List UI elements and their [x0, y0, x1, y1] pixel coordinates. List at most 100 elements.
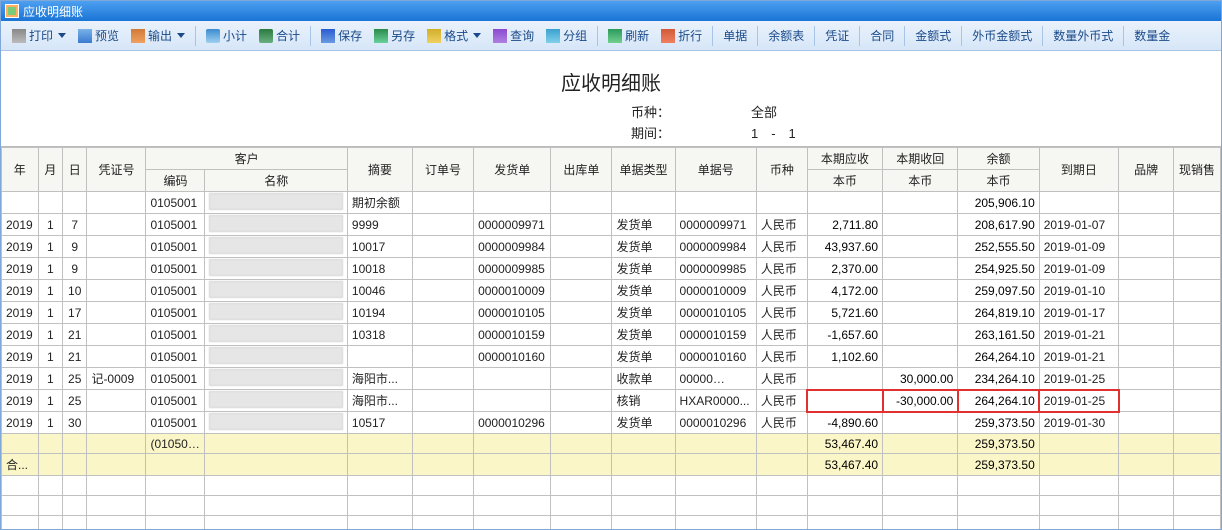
cell-billtype[interactable]: 发货单 — [612, 280, 675, 302]
cell-voucher[interactable] — [87, 236, 146, 258]
cell-order[interactable] — [413, 214, 474, 236]
export-button[interactable]: 输出 — [126, 25, 190, 46]
cell-currency[interactable]: 人民币 — [756, 258, 807, 280]
cell-month[interactable]: 1 — [38, 280, 62, 302]
cell-month[interactable]: 1 — [38, 214, 62, 236]
format-button[interactable]: 格式 — [422, 25, 486, 46]
cell-currency[interactable]: 人民币 — [756, 214, 807, 236]
cell-summary[interactable]: 海阳市... — [347, 368, 412, 390]
cell-day[interactable] — [63, 192, 87, 214]
cell-year[interactable]: 2019 — [2, 236, 39, 258]
cell-cust-name[interactable] — [205, 412, 347, 434]
cell-cust-name[interactable] — [205, 258, 347, 280]
cell-balance[interactable]: 254,925.50 — [958, 258, 1039, 280]
cell-year[interactable]: 2019 — [2, 412, 39, 434]
cell-duedate[interactable]: 2019-01-09 — [1039, 236, 1118, 258]
cell-currency[interactable]: 人民币 — [756, 302, 807, 324]
cell-billtype[interactable]: 发货单 — [612, 302, 675, 324]
cell-currency[interactable]: 人民币 — [756, 390, 807, 412]
cell-voucher[interactable] — [87, 214, 146, 236]
cell-summary[interactable] — [347, 346, 412, 368]
cell-delivery[interactable]: 0000010160 — [474, 346, 551, 368]
table-row[interactable]: 201912101050010000010160发货单0000010160人民币… — [2, 346, 1221, 368]
cell-delivery[interactable]: 0000010009 — [474, 280, 551, 302]
cell-receivable[interactable]: 4,172.00 — [807, 280, 882, 302]
cell-cust-name[interactable] — [205, 346, 347, 368]
grid-wrap[interactable]: 年 月 日 凭证号 客户 摘要 订单号 发货单 出库单 单据类型 单据号 币种 … — [1, 146, 1221, 530]
cell-outbound[interactable] — [551, 280, 612, 302]
cell-received[interactable] — [883, 236, 958, 258]
cell-outbound[interactable] — [551, 236, 612, 258]
preview-button[interactable]: 预览 — [73, 25, 124, 46]
cell-cash[interactable] — [1174, 192, 1221, 214]
cell-delivery[interactable] — [474, 390, 551, 412]
cell-balance[interactable]: 252,555.50 — [958, 236, 1039, 258]
cell-receivable[interactable]: 2,711.80 — [807, 214, 882, 236]
cell-outbound[interactable] — [551, 368, 612, 390]
cell-receivable[interactable] — [807, 368, 882, 390]
cell-year[interactable]: 2019 — [2, 346, 39, 368]
col-brand[interactable]: 品牌 — [1119, 148, 1174, 192]
cell-billno[interactable]: 000000000010160 — [675, 368, 756, 390]
cell-currency[interactable] — [756, 192, 807, 214]
cell-day[interactable]: 21 — [63, 346, 87, 368]
cell-balance[interactable]: 263,161.50 — [958, 324, 1039, 346]
cell-received[interactable] — [883, 258, 958, 280]
cell-delivery[interactable]: 0000009971 — [474, 214, 551, 236]
balance-button[interactable]: 余额表 — [763, 25, 809, 46]
cell-cash[interactable] — [1174, 280, 1221, 302]
cell-receivable[interactable]: -1,657.60 — [807, 324, 882, 346]
cell-billno[interactable]: 0000009984 — [675, 236, 756, 258]
cell-billtype[interactable]: 发货单 — [612, 346, 675, 368]
cell-day[interactable]: 30 — [63, 412, 87, 434]
cell-billtype[interactable]: 收款单 — [612, 368, 675, 390]
cell-brand[interactable] — [1119, 192, 1174, 214]
cell-currency[interactable]: 人民币 — [756, 324, 807, 346]
table-row[interactable]: 20191170105001101940000010105发货单00000101… — [2, 302, 1221, 324]
cell-outbound[interactable] — [551, 214, 612, 236]
cell-year[interactable]: 2019 — [2, 280, 39, 302]
cell-cash[interactable] — [1174, 390, 1221, 412]
cell-duedate[interactable] — [1039, 192, 1118, 214]
cell-cust-code[interactable]: 0105001 — [146, 280, 205, 302]
cell-outbound[interactable] — [551, 302, 612, 324]
col-year[interactable]: 年 — [2, 148, 39, 192]
cell-brand[interactable] — [1119, 236, 1174, 258]
total-button[interactable]: 合计 — [254, 25, 305, 46]
cell-month[interactable]: 1 — [38, 412, 62, 434]
cell-currency[interactable]: 人民币 — [756, 412, 807, 434]
cell-cust-code[interactable]: 0105001 — [146, 324, 205, 346]
cell-balance[interactable]: 259,373.50 — [958, 412, 1039, 434]
cell-cash[interactable] — [1174, 368, 1221, 390]
cell-balance[interactable]: 234,264.10 — [958, 368, 1039, 390]
col-balance[interactable]: 余额 — [958, 148, 1039, 170]
cell-voucher[interactable] — [87, 390, 146, 412]
cell-summary[interactable]: 10517 — [347, 412, 412, 434]
cell-brand[interactable] — [1119, 214, 1174, 236]
cell-cust-name[interactable] — [205, 390, 347, 412]
col-billtype[interactable]: 单据类型 — [612, 148, 675, 192]
cell-cust-name[interactable] — [205, 302, 347, 324]
cell-day[interactable]: 25 — [63, 368, 87, 390]
cell-summary[interactable]: 10018 — [347, 258, 412, 280]
cell-delivery[interactable] — [474, 368, 551, 390]
cell-cust-code[interactable]: 0105001 — [146, 390, 205, 412]
cell-order[interactable] — [413, 412, 474, 434]
save-button[interactable]: 保存 — [316, 25, 367, 46]
cell-order[interactable] — [413, 324, 474, 346]
col-order[interactable]: 订单号 — [413, 148, 474, 192]
cell-duedate[interactable]: 2019-01-10 — [1039, 280, 1118, 302]
amount-button[interactable]: 金额式 — [910, 25, 956, 46]
cell-duedate[interactable]: 2019-01-09 — [1039, 258, 1118, 280]
cell-receivable[interactable]: 43,937.60 — [807, 236, 882, 258]
cell-summary[interactable]: 10046 — [347, 280, 412, 302]
cell-received[interactable] — [883, 302, 958, 324]
cell-day[interactable]: 17 — [63, 302, 87, 324]
cell-billtype[interactable]: 发货单 — [612, 258, 675, 280]
cell-billno[interactable]: 0000009971 — [675, 214, 756, 236]
cell-balance[interactable]: 264,264.10 — [958, 346, 1039, 368]
cell-cust-code[interactable]: 0105001 — [146, 192, 205, 214]
cell-day[interactable]: 9 — [63, 258, 87, 280]
cell-outbound[interactable] — [551, 324, 612, 346]
cell-receivable[interactable]: -4,890.60 — [807, 412, 882, 434]
